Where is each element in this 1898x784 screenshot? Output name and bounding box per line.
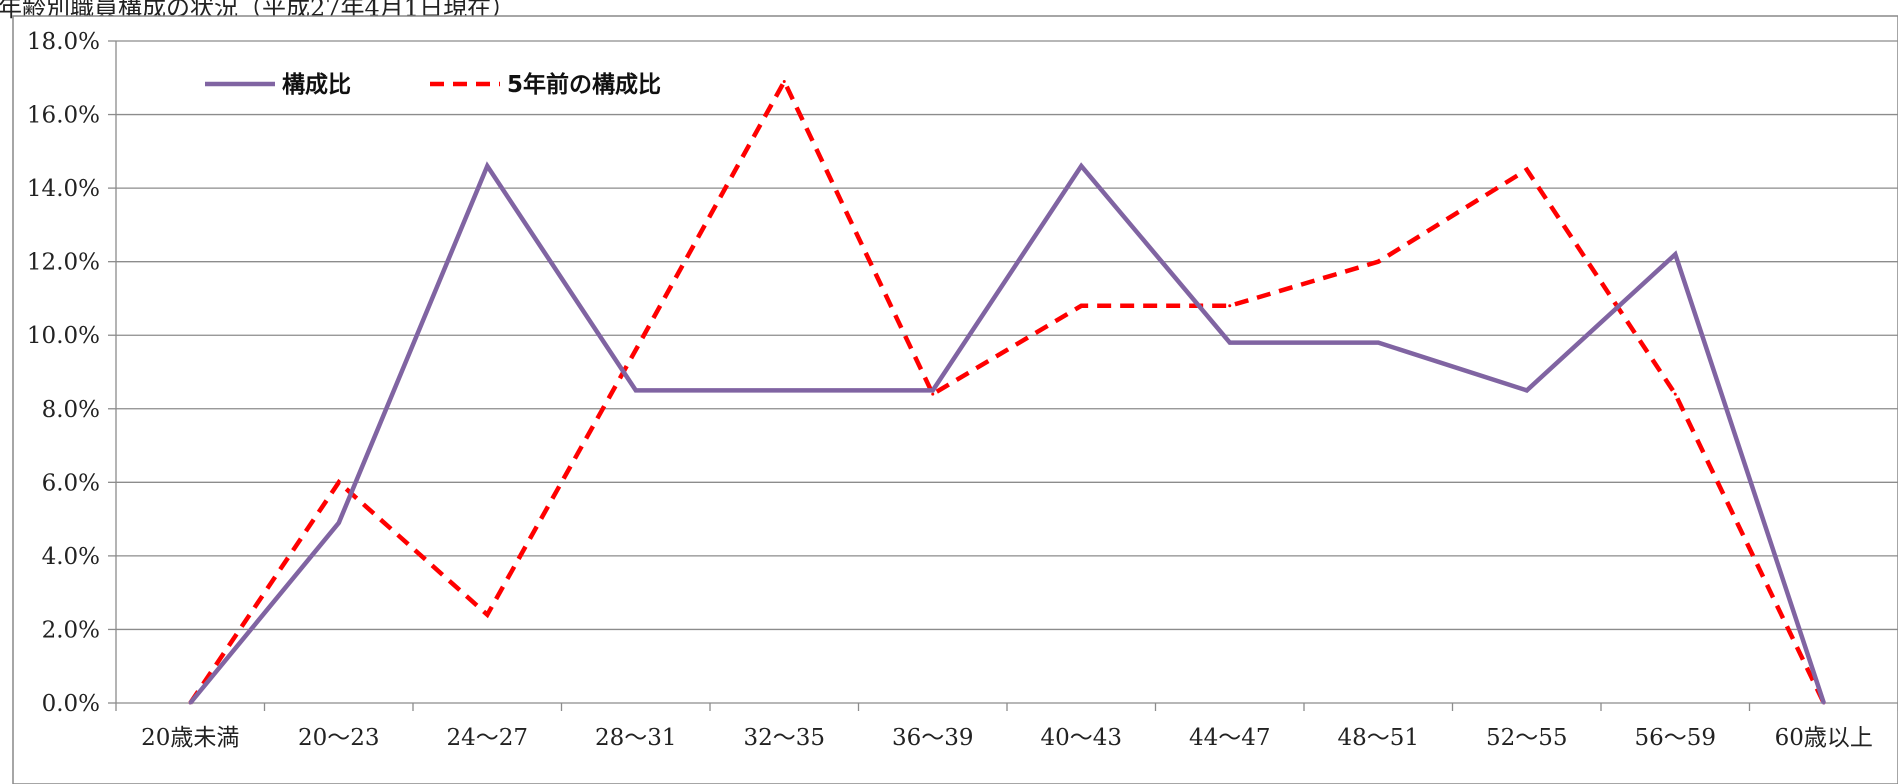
legend: 構成比 5年前の構成比	[205, 71, 661, 98]
legend-item-current: 構成比	[205, 72, 351, 98]
series-lines	[188, 76, 1826, 705]
series-line-five-years-ago	[188, 76, 1826, 705]
data-point	[1376, 341, 1380, 345]
data-point	[931, 392, 935, 396]
y-tick-label: 0.0%	[42, 691, 100, 717]
legend-label: 構成比	[282, 72, 351, 98]
y-tick-label: 4.0%	[42, 544, 100, 570]
y-tick-label: 6.0%	[42, 470, 100, 496]
x-tick-label: 52～55	[1486, 725, 1568, 751]
data-point	[1673, 252, 1677, 256]
data-point	[485, 613, 489, 617]
x-tick-label: 36～39	[892, 725, 974, 751]
x-tick-label: 28～31	[595, 725, 677, 751]
data-point	[1822, 701, 1826, 705]
x-tick-label: 56～59	[1634, 725, 1716, 751]
y-tick-label: 10.0%	[27, 323, 100, 349]
data-point	[337, 480, 341, 484]
data-point	[1079, 304, 1083, 308]
y-tick-label: 16.0%	[27, 103, 100, 129]
x-tick-label: 20～23	[298, 725, 380, 751]
y-tick-label: 8.0%	[42, 397, 100, 423]
legend-label: 5年前の構成比	[507, 71, 661, 98]
data-point	[782, 388, 786, 392]
data-point	[782, 79, 786, 83]
data-point	[634, 348, 638, 352]
data-point	[485, 164, 489, 168]
y-tick-label: 18.0%	[27, 29, 100, 55]
x-tick-label: 60歳以上	[1775, 725, 1873, 751]
data-point	[337, 521, 341, 525]
x-tick-label: 24～27	[446, 725, 528, 751]
data-point	[1376, 260, 1380, 264]
x-axis-tick-labels: 20歳未満 20～23 24～27 28～31 32～35 36～39 40～43 44～47…	[141, 725, 1873, 751]
data-point	[1673, 392, 1677, 396]
data-point	[1228, 341, 1232, 345]
data-point	[634, 388, 638, 392]
data-point	[1525, 168, 1529, 172]
data-point	[1525, 388, 1529, 392]
chart-border	[12, 15, 1898, 784]
series-line-current	[188, 161, 1826, 705]
data-point	[931, 388, 935, 392]
data-point	[1228, 304, 1232, 308]
axes	[108, 40, 1898, 711]
x-tick-label: 32～35	[743, 725, 825, 751]
x-tick-label: 40～43	[1040, 725, 1122, 751]
legend-item-five-years-ago: 5年前の構成比	[430, 71, 661, 98]
y-tick-label: 2.0%	[42, 617, 100, 643]
x-tick-label: 44～47	[1189, 725, 1271, 751]
y-axis-tick-labels: 0.0% 2.0% 4.0% 6.0% 8.0% 10.0% 12.0% 14.0% 16.0%…	[27, 29, 100, 717]
y-tick-label: 14.0%	[27, 176, 100, 202]
data-point	[188, 701, 192, 705]
y-tick-label: 12.0%	[27, 250, 100, 276]
x-tick-label: 48～51	[1337, 725, 1419, 751]
gridlines	[116, 40, 1898, 631]
data-point	[1079, 164, 1083, 168]
x-tick-label: 20歳未満	[141, 725, 239, 751]
